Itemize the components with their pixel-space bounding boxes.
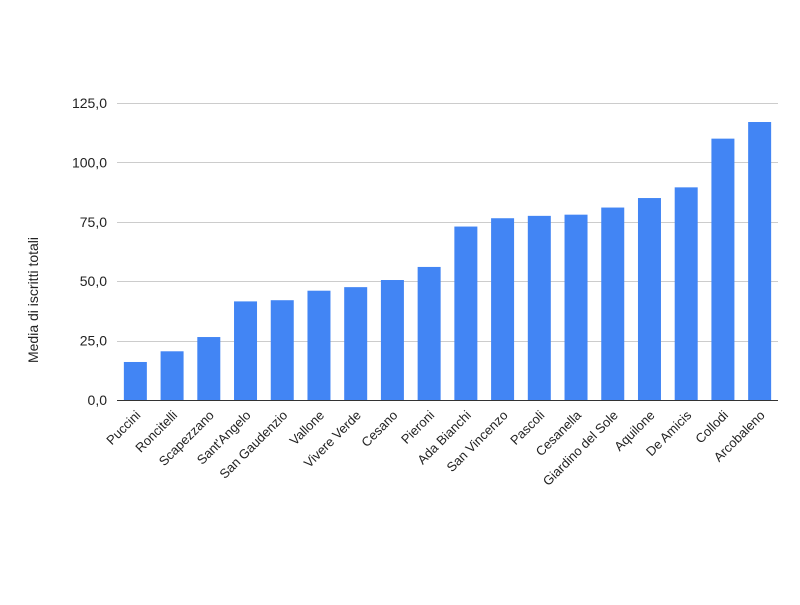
- bar: [454, 226, 478, 400]
- bar: [491, 218, 515, 400]
- bar: [417, 266, 441, 400]
- gridlines: [117, 103, 778, 401]
- x-tick-label: San Gaudenzio: [216, 408, 290, 482]
- bar: [601, 207, 625, 400]
- x-axis-ticks: PucciniRoncitelliScapezzanoSant'AngeloSa…: [103, 407, 768, 489]
- x-tick-label: Cesano: [358, 408, 400, 450]
- bar: [123, 361, 147, 400]
- bar: [234, 301, 258, 400]
- y-tick-label: 25,0: [80, 333, 107, 349]
- bar: [564, 214, 588, 400]
- bar: [711, 138, 735, 400]
- bar: [674, 187, 698, 400]
- y-tick-label: 0,0: [88, 392, 108, 408]
- bar: [527, 215, 551, 400]
- bar: [270, 300, 294, 400]
- bar: [197, 337, 221, 400]
- y-axis-ticks: 0,0 25,0 50,0 75,0 100,0 125,0: [72, 95, 107, 408]
- y-axis-title: Media di iscritti totali: [25, 237, 41, 363]
- bars: [123, 122, 772, 401]
- bar: [307, 290, 331, 400]
- y-tick-label: 125,0: [72, 95, 107, 111]
- y-tick-label: 50,0: [80, 273, 107, 289]
- bar: [380, 280, 404, 400]
- y-tick-label: 75,0: [80, 214, 107, 230]
- bar: [748, 122, 772, 401]
- bar: [344, 287, 368, 400]
- y-tick-label: 100,0: [72, 154, 107, 170]
- bar: [637, 198, 661, 400]
- bar: [160, 351, 184, 400]
